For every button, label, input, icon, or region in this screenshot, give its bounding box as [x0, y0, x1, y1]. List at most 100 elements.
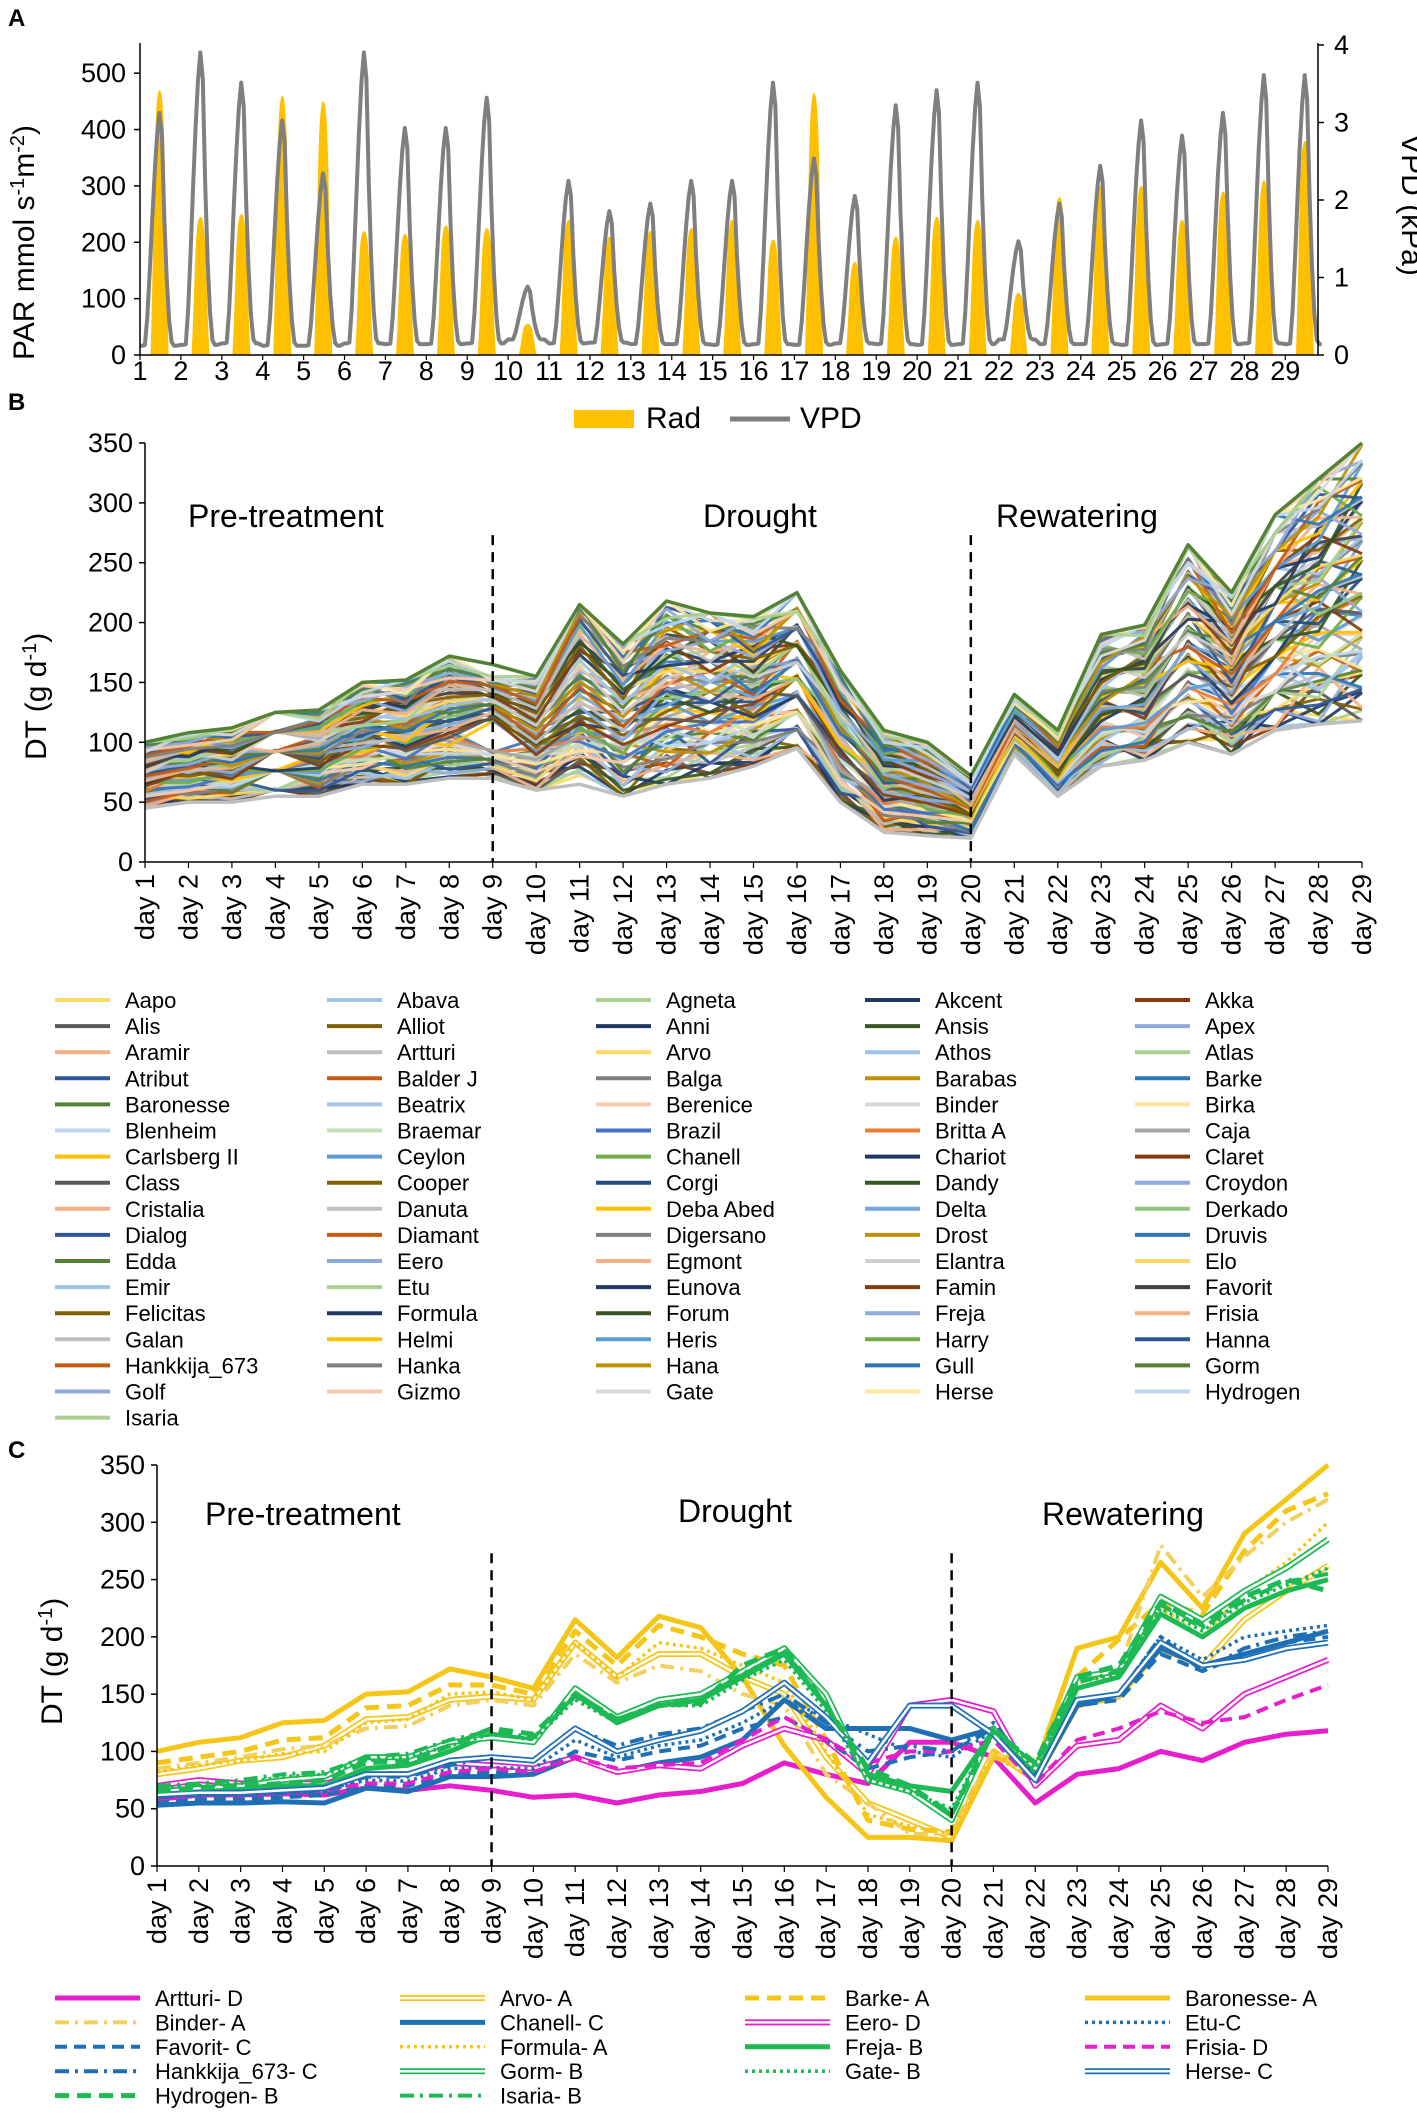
panel-c-xtick-label: day 9 [477, 1878, 507, 1944]
panel-a-y2label: VPD (kPa) [1395, 134, 1417, 276]
legend-c-label: Favorit- C [155, 2035, 252, 2060]
panel-c-ytick-label: 0 [130, 1851, 145, 1881]
panel-c-axes: 0 50 100 150 200 250 300 350 day 1 day 2 day 3 day … [100, 1450, 1343, 1959]
panel-b-xtick-label: day 6 [347, 874, 377, 940]
legend-b-label: Cristalia [125, 1197, 205, 1222]
legend-b-label: Aapo [125, 988, 176, 1013]
series-line-freja-b [156, 1577, 1329, 1798]
panel-b-xtick-label: day 20 [956, 874, 986, 955]
legend-b-label: Deba Abed [666, 1197, 775, 1222]
vpd-series-line [140, 50, 1322, 348]
legend-b-label: Birka [1205, 1092, 1256, 1117]
panel-b-xtick-label: day 16 [782, 874, 812, 955]
legend-c-label: Isaria- B [500, 2084, 582, 2109]
panel-c-ytick-label: 100 [100, 1736, 145, 1766]
panel-a-ytick-label: 200 [81, 227, 126, 257]
legend-b-label: Elantra [935, 1249, 1005, 1274]
legend-b-label: Akcent [935, 988, 1002, 1013]
legend-c-label: Gorm- B [500, 2059, 583, 2084]
panel-b-xtick-label: day 10 [521, 874, 551, 955]
legend-b-label: Helmi [397, 1327, 453, 1352]
legend-b-label: Delta [935, 1197, 987, 1222]
panel-b-cultivar-lines [144, 441, 1364, 840]
panel-a-xtick-label: 10 [493, 356, 523, 386]
panel-b-xtick-label: day 23 [1086, 874, 1116, 955]
legend-b-label: Arvo [666, 1040, 711, 1065]
panel-a-xtick-label: 7 [378, 356, 393, 386]
panel-a-ytick-label: 400 [81, 115, 126, 145]
panel-c-xtick-label: day 20 [937, 1878, 967, 1959]
panel-a-xtick-label: 19 [861, 356, 891, 386]
legend-c-label: Formula- A [500, 2035, 608, 2060]
legend-b-label: Emir [125, 1275, 170, 1300]
legend-b-label: Eunova [666, 1275, 741, 1300]
cultivar-line-frisia [144, 515, 1363, 785]
cultivar-line-elantra [144, 502, 1364, 799]
legend-b-label: Akka [1205, 988, 1255, 1013]
panel-a-xtick-label: 25 [1107, 356, 1137, 386]
legend-c-label: Hydrogen- B [155, 2084, 279, 2109]
panel-c-xtick-label: day 12 [602, 1878, 632, 1959]
panel-b-letter: B [8, 389, 25, 416]
legend-c-label: Freja- B [845, 2035, 923, 2060]
legend-b-label: Hana [666, 1353, 719, 1378]
panel-b-ytick-label: 150 [88, 667, 133, 697]
rad-day-area [764, 239, 783, 355]
panel-a-xtick-label: 1 [132, 356, 147, 386]
legend-b-label: Digersano [666, 1223, 766, 1248]
series-line-gate-b [156, 1566, 1329, 1811]
panel-b-xtick-label: day 29 [1347, 874, 1377, 955]
legend-b-label: Derkado [1205, 1197, 1288, 1222]
panel-c-xtick-label: day 27 [1229, 1878, 1259, 1959]
legend-b-label: Gorm [1205, 1353, 1260, 1378]
cultivar-line-anni [144, 690, 1363, 839]
legend-c-label: Eero- D [845, 2010, 921, 2035]
legend-b-label: Agneta [666, 988, 736, 1013]
legend-b-label: Golf [125, 1380, 166, 1405]
legend-b-label: Berenice [666, 1092, 753, 1117]
legend-b-label: Caja [1205, 1119, 1251, 1144]
panel-b-xtick-label: day 21 [999, 874, 1029, 955]
panel-b-xtick-label: day 24 [1130, 874, 1160, 955]
panel-b-xtick-label: day 14 [695, 874, 725, 955]
panel-c-xtick-label: day 29 [1313, 1878, 1343, 1959]
legend-rad-swatch [574, 410, 634, 428]
panel-c-xtick-label: day 24 [1104, 1878, 1134, 1959]
panel-c-letter: C [8, 1437, 25, 1464]
panel-a-ytick-label: 100 [81, 284, 126, 314]
cultivar-line-hanna [144, 492, 1363, 790]
panel-c-xtick-label: day 28 [1271, 1878, 1301, 1959]
legend-b-label: Ceylon [397, 1145, 465, 1170]
legend-b-label: Dandy [935, 1171, 999, 1196]
panel-c-ytick-label: 50 [115, 1794, 145, 1824]
panel-b-xtick-label: day 22 [1043, 874, 1073, 955]
legend-c-label: Baronesse- A [1185, 1986, 1317, 2011]
panel-a-xtick-label: 2 [173, 356, 188, 386]
legend-c-label: Artturi- D [155, 1986, 243, 2011]
legend-b-label: Dialog [125, 1223, 187, 1248]
panel-a-y2tick-label: 1 [1334, 263, 1349, 293]
panel-b-xtick-label: day 19 [912, 874, 942, 955]
panel-b-drought-label: Drought [703, 498, 817, 534]
legend-b-label: Binder [935, 1092, 999, 1117]
legend-b-label: Gull [935, 1353, 974, 1378]
series-line-isaria-b [156, 1571, 1329, 1817]
legend-b-label: Felicitas [125, 1301, 206, 1326]
panel-c-xtick-label: day 14 [686, 1878, 716, 1959]
panel-c-xtick-label: day 7 [393, 1878, 423, 1944]
panel-c-xtick-label: day 25 [1146, 1878, 1176, 1959]
legend-b-label: Baronesse [125, 1092, 230, 1117]
panel-c-xtick-label: day 6 [351, 1878, 381, 1944]
legend-b-label: Favorit [1205, 1275, 1272, 1300]
panel-c-ytick-label: 200 [100, 1622, 145, 1652]
panel-a-vpd-line [140, 50, 1322, 348]
panel-b-ytick-label: 0 [118, 847, 133, 877]
legend-b-label: Beatrix [397, 1092, 465, 1117]
rad-day-area [805, 92, 824, 355]
panel-a-xtick-label: 24 [1066, 356, 1096, 386]
panel-a-xtick-label: 3 [214, 356, 229, 386]
panel-a-xtick-label: 17 [779, 356, 809, 386]
panel-a-xtick-label: 27 [1188, 356, 1218, 386]
legend-b-label: Apex [1205, 1014, 1255, 1039]
panel-c-ylabel: DT (g d-1) [35, 1598, 69, 1725]
